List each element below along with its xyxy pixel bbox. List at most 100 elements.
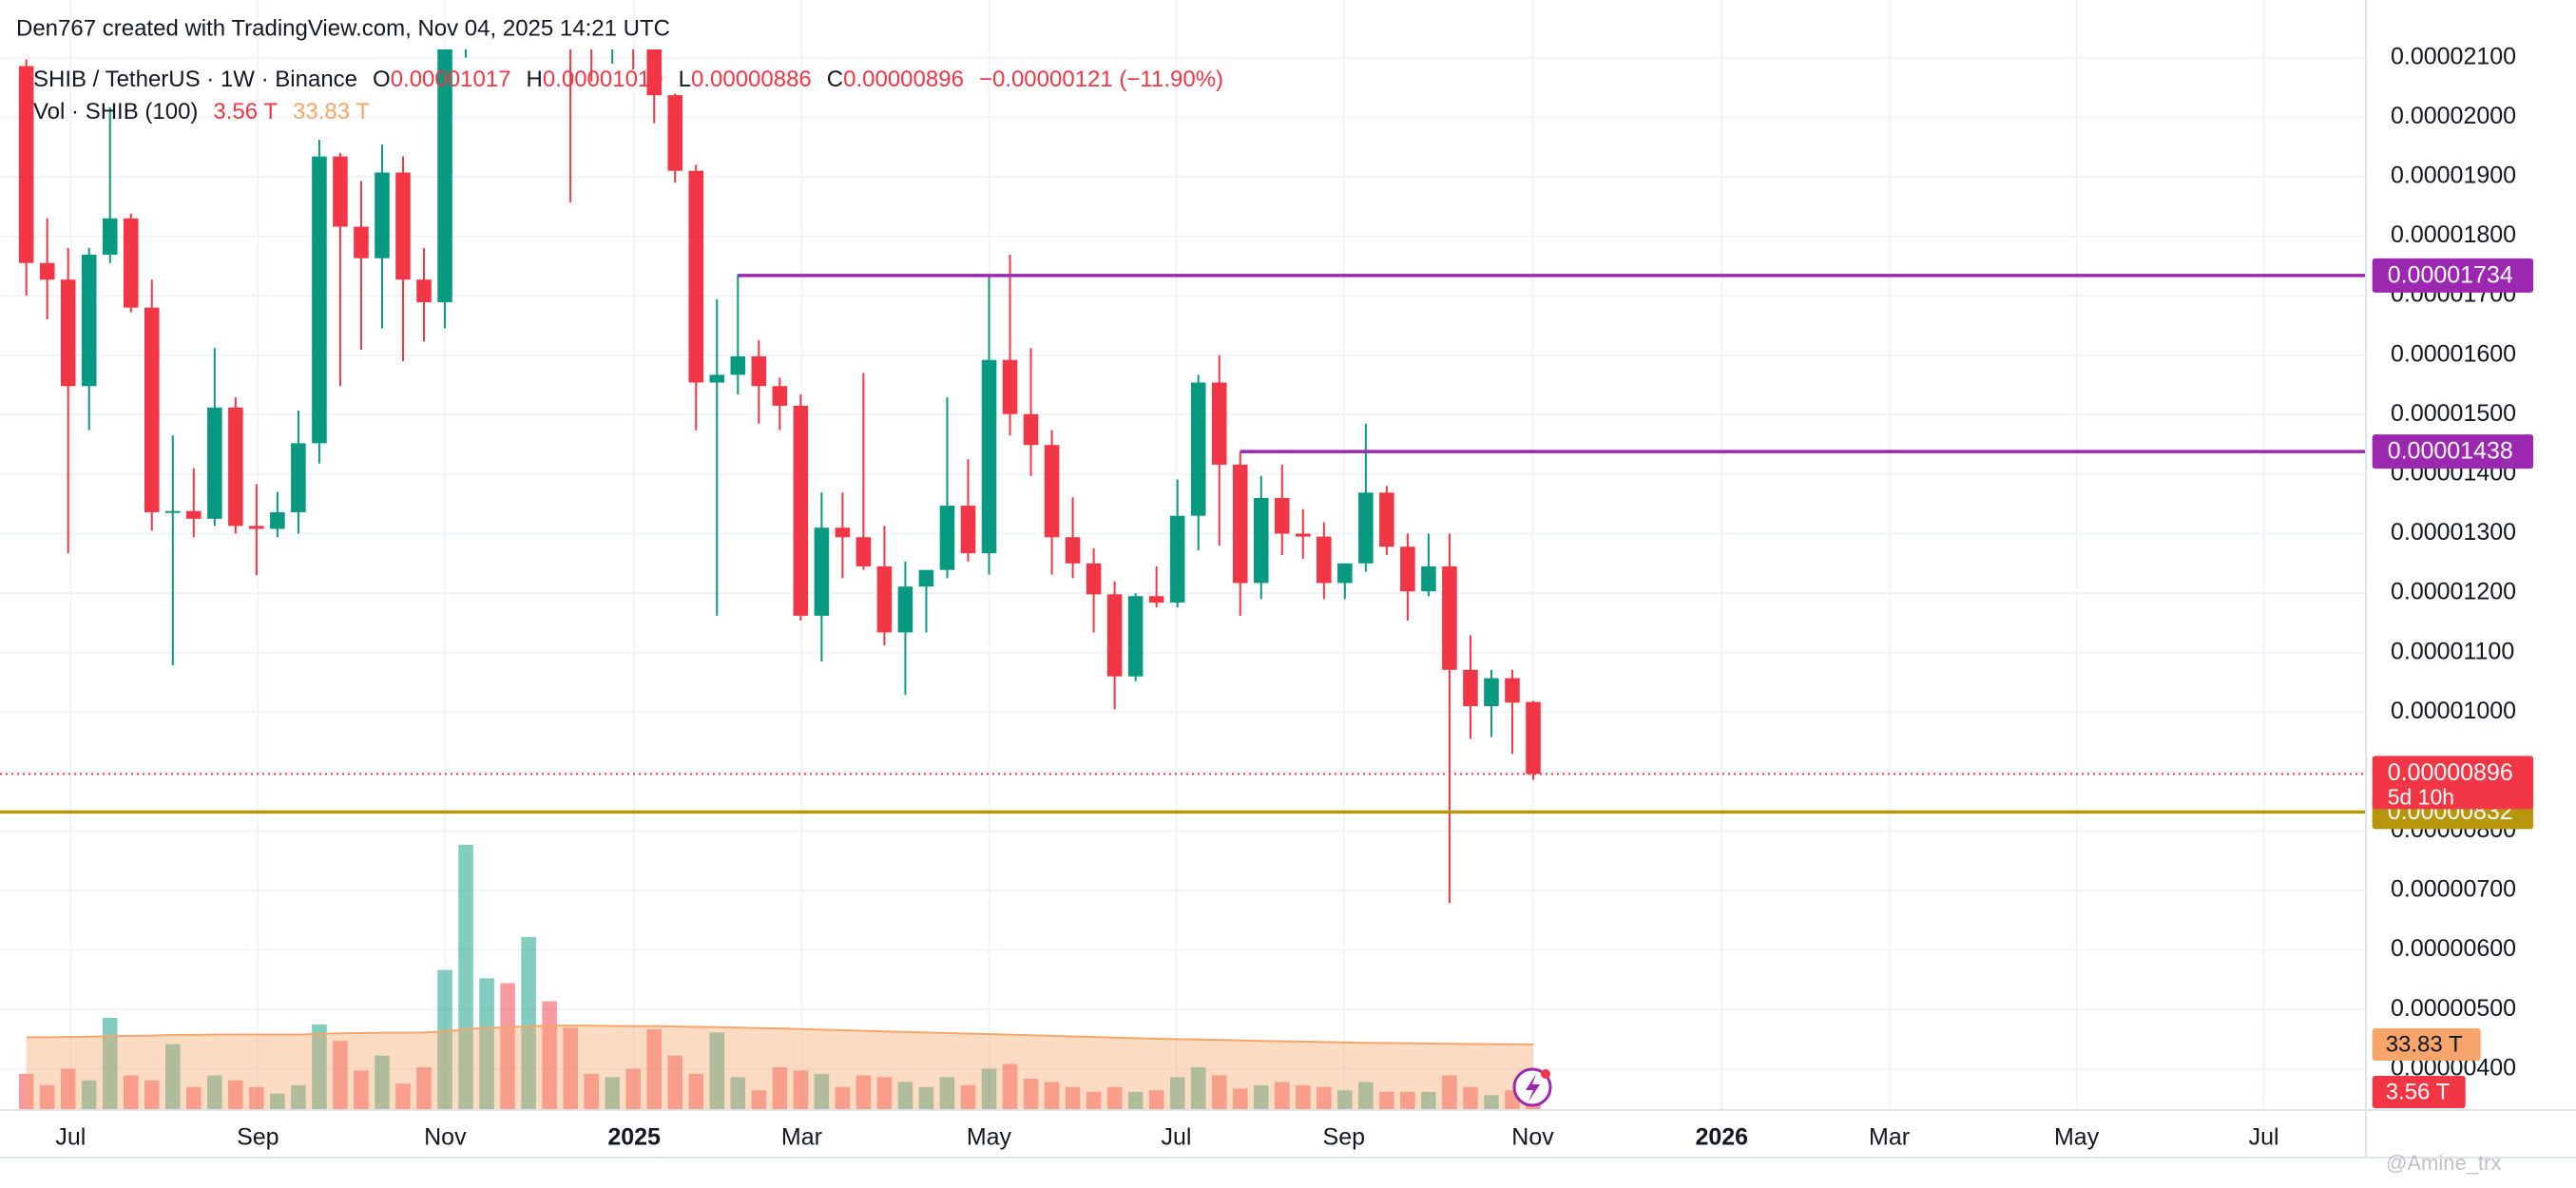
candle-body bbox=[793, 405, 809, 616]
volume-bar bbox=[667, 1055, 683, 1110]
candle-body bbox=[1002, 359, 1018, 414]
credit: Den767 created with TradingView.com, Nov… bbox=[16, 15, 670, 41]
x-tick-label: 2026 bbox=[1695, 1124, 1748, 1151]
y-tick-label: 0.00001300 bbox=[2391, 519, 2516, 546]
volume-bar bbox=[102, 1017, 118, 1110]
volume-bar bbox=[1296, 1084, 1311, 1110]
candle-body bbox=[1358, 492, 1374, 564]
candle-body bbox=[772, 386, 788, 406]
volume-bar bbox=[563, 1027, 578, 1110]
volume-bar bbox=[584, 1073, 599, 1110]
candle-body bbox=[228, 407, 243, 527]
candle-body bbox=[1463, 669, 1478, 707]
candle-body bbox=[270, 511, 285, 529]
volume-bar bbox=[1190, 1066, 1206, 1110]
candle-body bbox=[165, 510, 181, 513]
candle-body bbox=[667, 95, 683, 171]
legend-line: Vol · SHIB (100) 3.56 T 33.83 T bbox=[33, 99, 370, 125]
price-pane bbox=[0, 49, 2366, 904]
y-tick-label: 0.00001800 bbox=[2391, 221, 2516, 248]
volume-bar bbox=[395, 1083, 411, 1110]
candle-body bbox=[1505, 678, 1520, 703]
candle-body bbox=[1169, 515, 1185, 604]
candle-body bbox=[835, 527, 851, 538]
legend: Den767 created with TradingView.com, Nov… bbox=[16, 15, 2501, 1174]
last-price-box bbox=[2372, 756, 2534, 810]
volume-bar bbox=[1442, 1075, 1457, 1110]
volume-bar bbox=[1400, 1091, 1415, 1110]
candle-body bbox=[709, 374, 725, 383]
volume-box bbox=[2372, 1076, 2466, 1108]
y-tick-label: 0.00000500 bbox=[2391, 995, 2516, 1022]
candle-body bbox=[1400, 546, 1415, 592]
volume-ma-line bbox=[26, 1025, 1534, 1046]
candle-body bbox=[375, 172, 390, 259]
candle-body bbox=[1317, 536, 1332, 584]
legend-line: SHIB / TetherUS · 1W · Binance O0.0000101… bbox=[33, 67, 1223, 92]
volume-bar bbox=[772, 1066, 788, 1110]
volume-bar bbox=[1044, 1082, 1060, 1110]
candle-body bbox=[876, 565, 893, 633]
volume-ma-area bbox=[26, 1025, 1534, 1110]
volume-bar bbox=[1002, 1063, 1018, 1110]
volume-bar bbox=[1253, 1084, 1269, 1110]
volume-bar bbox=[1086, 1091, 1102, 1110]
ohlc-letter: C bbox=[827, 67, 843, 92]
volume-bar bbox=[228, 1080, 243, 1110]
volume-bar bbox=[479, 978, 494, 1110]
volume-bar bbox=[981, 1068, 997, 1110]
volume-bar bbox=[437, 969, 452, 1110]
volume-bar bbox=[625, 1068, 641, 1110]
x-tick-label: Sep bbox=[1323, 1124, 1365, 1151]
volume-bar bbox=[1379, 1091, 1394, 1110]
x-tick-label: Mar bbox=[781, 1124, 822, 1151]
candle-body bbox=[437, 49, 452, 303]
x-tick-label: Jul bbox=[55, 1124, 86, 1151]
candle-body bbox=[939, 506, 955, 570]
candle-body bbox=[1106, 594, 1123, 677]
x-tick-label: May bbox=[2054, 1124, 2100, 1151]
candle-body bbox=[960, 506, 976, 554]
candle-body bbox=[1086, 563, 1102, 595]
volume-bar bbox=[709, 1032, 725, 1110]
candle-body bbox=[1232, 464, 1248, 584]
volume-bar bbox=[123, 1075, 139, 1110]
ohlc-value: 0.00001019 bbox=[543, 67, 663, 92]
candle-body bbox=[291, 443, 306, 512]
volume-bar bbox=[416, 1066, 432, 1110]
volume-bar bbox=[291, 1084, 306, 1110]
x-tick-label: Jul bbox=[1161, 1124, 1191, 1151]
volume-bar bbox=[1065, 1086, 1081, 1110]
candle-body bbox=[186, 510, 202, 519]
candle-body bbox=[730, 355, 746, 375]
candle-body bbox=[855, 537, 872, 566]
candle-body bbox=[333, 156, 348, 227]
candle-body bbox=[1023, 413, 1039, 446]
y-tick-label: 0.00000600 bbox=[2391, 935, 2516, 962]
candle-body bbox=[39, 262, 55, 280]
candle-body bbox=[1044, 445, 1060, 538]
watermark: @Amine_trx bbox=[2386, 1151, 2501, 1175]
ohlc-letter: O bbox=[373, 67, 391, 92]
candle-body bbox=[144, 307, 160, 512]
volume-label: 3.56 T bbox=[2386, 1079, 2451, 1104]
volume-bar bbox=[270, 1093, 285, 1110]
ohlc-letter: H bbox=[526, 67, 542, 92]
volume-bar bbox=[1169, 1077, 1185, 1110]
candle-body bbox=[897, 586, 913, 633]
y-tick-label: 0.00001500 bbox=[2391, 400, 2516, 427]
volume-bar bbox=[39, 1084, 55, 1110]
volume-bar bbox=[960, 1084, 976, 1110]
volume-ma-box bbox=[2372, 1028, 2481, 1062]
y-tick-label: 0.00002100 bbox=[2391, 43, 2516, 69]
candle-body bbox=[1190, 382, 1206, 516]
candle-body bbox=[1148, 596, 1164, 604]
volume-bar bbox=[354, 1070, 369, 1110]
x-tick-label: Nov bbox=[1511, 1124, 1554, 1151]
volume-ma-label: 33.83 T bbox=[2386, 1031, 2463, 1057]
candle-body bbox=[1484, 678, 1499, 707]
volume-bar bbox=[144, 1080, 160, 1110]
volume-bar bbox=[1484, 1095, 1499, 1110]
